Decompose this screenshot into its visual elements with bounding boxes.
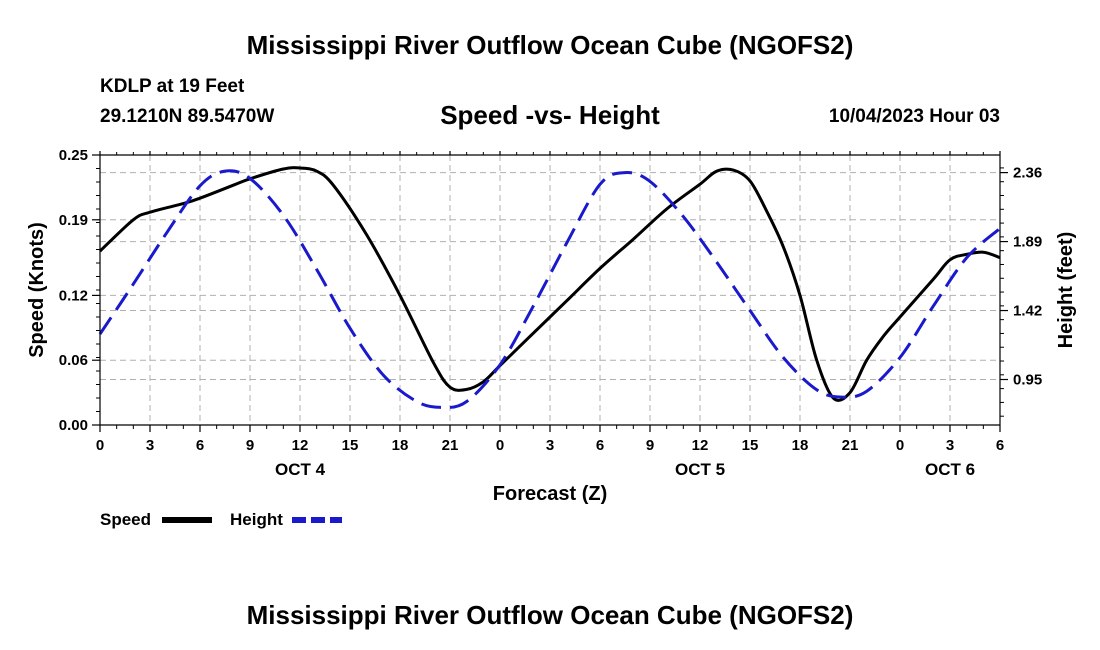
x-tick-label: 21 xyxy=(442,437,459,454)
y2-tick-label: 0.95 xyxy=(1013,372,1042,389)
x-tick-label: 3 xyxy=(946,437,954,454)
x-tick-label: 9 xyxy=(646,437,654,454)
x-tick-label: 6 xyxy=(196,437,204,454)
y-tick-label: 0.06 xyxy=(59,352,88,369)
x-tick-label: 15 xyxy=(742,437,759,454)
date-label: OCT 4 xyxy=(275,460,326,479)
y2-tick-label: 1.89 xyxy=(1013,234,1042,251)
main-title: Mississippi River Outflow Ocean Cube (NG… xyxy=(246,30,854,60)
y-tick-label: 0.19 xyxy=(59,212,88,229)
y2-tick-label: 1.42 xyxy=(1013,303,1042,320)
grid-lines xyxy=(100,155,1000,425)
y-tick-label: 0.12 xyxy=(59,287,88,304)
chart-subtitle: Speed -vs- Height xyxy=(440,100,660,130)
y2-axis-title: Height (feet) xyxy=(1055,232,1077,349)
series-lines xyxy=(98,166,1001,409)
x-tick-label: 18 xyxy=(792,437,809,454)
x-tick-label: 15 xyxy=(342,437,359,454)
y-tick-label: 0.00 xyxy=(59,417,88,434)
forecast-datetime: 10/04/2023 Hour 03 xyxy=(828,106,1000,127)
date-label: OCT 6 xyxy=(925,460,975,479)
y2-tick-label: 2.36 xyxy=(1013,165,1042,182)
x-tick-label: 3 xyxy=(146,437,154,454)
y-tick-label: 0.25 xyxy=(59,147,88,164)
x-tick-label: 0 xyxy=(896,437,904,454)
station-label: KDLP at 19 Feet xyxy=(100,76,245,97)
x-tick-label: 21 xyxy=(842,437,859,454)
ticks xyxy=(92,151,1008,432)
x-tick-label: 12 xyxy=(292,437,309,454)
legend-height-label: Height xyxy=(230,510,283,529)
x-tick-label: 9 xyxy=(246,437,254,454)
legend: Speed Height xyxy=(100,510,342,529)
tick-labels: 0 3 6 9 12 15 18 21 0 3 6 9 12 15 18 21 0 3 6 OCT 4 OCT 5 OCT… xyxy=(59,147,1042,479)
series-speed-line xyxy=(98,166,1001,402)
date-label: OCT 5 xyxy=(675,460,725,479)
footer-title: Mississippi River Outflow Ocean Cube (NG… xyxy=(246,600,854,630)
x-tick-label: 12 xyxy=(692,437,709,454)
x-tick-label: 6 xyxy=(996,437,1004,454)
x-tick-label: 3 xyxy=(546,437,554,454)
station-coordinates: 29.1210N 89.5470W xyxy=(100,106,275,127)
x-tick-label: 18 xyxy=(392,437,409,454)
series-height-line xyxy=(98,169,1001,409)
x-tick-label: 0 xyxy=(96,437,104,454)
legend-speed-label: Speed xyxy=(100,510,151,529)
y-axis-title: Speed (Knots) xyxy=(26,222,48,358)
x-tick-label: 6 xyxy=(596,437,604,454)
x-axis-title: Forecast (Z) xyxy=(493,483,607,505)
x-tick-label: 0 xyxy=(496,437,504,454)
